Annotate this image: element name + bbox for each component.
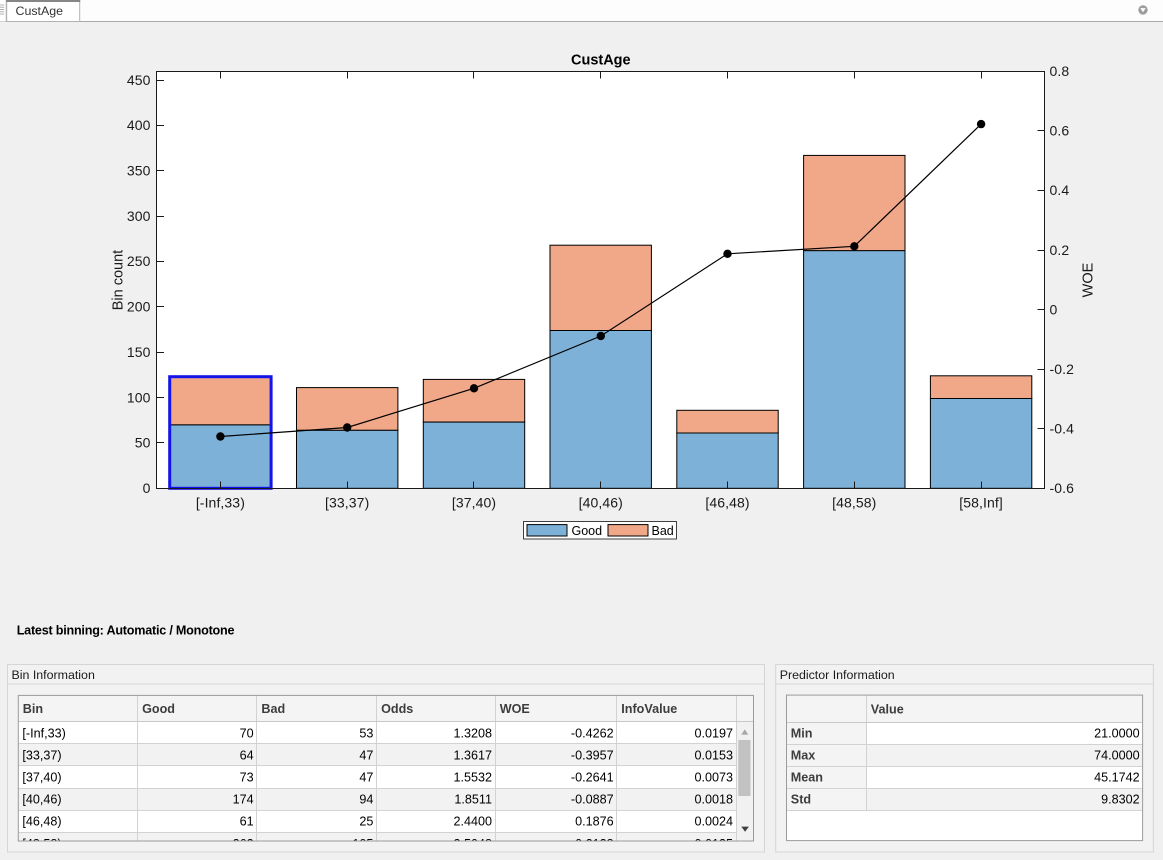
svg-text:[58,Inf]: [58,Inf]	[959, 495, 1003, 511]
svg-text:CustAge: CustAge	[16, 4, 64, 18]
svg-text:0.0135: 0.0135	[694, 837, 733, 851]
svg-text:70: 70	[240, 726, 254, 740]
svg-text:[46,48): [46,48)	[705, 495, 749, 511]
svg-text:[-Inf,33): [-Inf,33)	[22, 726, 65, 740]
svg-text:-0.4: -0.4	[1050, 420, 1075, 436]
svg-text:Good: Good	[572, 524, 603, 538]
svg-text:WOE: WOE	[1080, 262, 1096, 297]
svg-text:100: 100	[127, 389, 151, 405]
svg-text:Mean: Mean	[791, 770, 823, 784]
svg-text:25: 25	[359, 815, 373, 829]
svg-text:0.2128: 0.2128	[575, 837, 614, 851]
svg-text:Bad: Bad	[261, 702, 285, 716]
svg-text:Good: Good	[142, 702, 175, 716]
svg-text:[48,58): [48,58)	[832, 495, 876, 511]
svg-text:94: 94	[359, 793, 373, 807]
svg-text:0.0073: 0.0073	[694, 771, 733, 785]
svg-text:Std: Std	[791, 792, 811, 806]
svg-text:45.1742: 45.1742	[1094, 770, 1140, 784]
svg-text:Value: Value	[871, 703, 904, 717]
svg-text:CustAge: CustAge	[571, 52, 631, 68]
svg-text:250: 250	[127, 253, 151, 269]
svg-text:0.4: 0.4	[1050, 182, 1070, 198]
svg-text:262: 262	[233, 837, 254, 851]
svg-text:9.8302: 9.8302	[1101, 792, 1140, 806]
svg-text:53: 53	[359, 726, 373, 740]
svg-text:47: 47	[359, 771, 373, 785]
svg-text:-0.3957: -0.3957	[571, 748, 614, 762]
svg-text:1.3617: 1.3617	[453, 748, 492, 762]
svg-text:-0.0887: -0.0887	[571, 793, 614, 807]
svg-text:-0.2: -0.2	[1050, 361, 1075, 377]
svg-text:Predictor Information: Predictor Information	[780, 668, 895, 682]
svg-text:174: 174	[233, 793, 254, 807]
svg-text:300: 300	[127, 208, 151, 224]
svg-text:0.0197: 0.0197	[694, 726, 733, 740]
svg-text:Bin: Bin	[23, 702, 43, 716]
svg-text:47: 47	[359, 748, 373, 762]
svg-text:Odds: Odds	[381, 702, 413, 716]
svg-text:0.0024: 0.0024	[694, 815, 733, 829]
svg-text:0.1876: 0.1876	[575, 815, 614, 829]
svg-text:200: 200	[127, 299, 151, 315]
svg-text:Bin count: Bin count	[110, 250, 126, 310]
svg-text:1.3208: 1.3208	[453, 726, 492, 740]
svg-text:150: 150	[127, 344, 151, 360]
svg-text:50: 50	[135, 435, 151, 451]
svg-text:64: 64	[240, 748, 254, 762]
svg-text:InfoValue: InfoValue	[621, 702, 677, 716]
svg-text:[37,40): [37,40)	[22, 771, 61, 785]
svg-text:WOE: WOE	[500, 702, 530, 716]
svg-text:Bad: Bad	[652, 524, 674, 538]
svg-text:1.5532: 1.5532	[453, 771, 492, 785]
svg-text:105: 105	[352, 837, 373, 851]
svg-text:-0.2641: -0.2641	[571, 771, 614, 785]
svg-text:1.8511: 1.8511	[454, 793, 492, 807]
svg-text:73: 73	[240, 771, 254, 785]
svg-text:0.2: 0.2	[1050, 242, 1070, 258]
svg-text:2.5048: 2.5048	[453, 837, 492, 851]
svg-text:0.6: 0.6	[1050, 123, 1070, 139]
svg-text:[33,37): [33,37)	[22, 748, 61, 762]
svg-text:-0.6: -0.6	[1050, 480, 1075, 496]
svg-text:21.0000: 21.0000	[1094, 726, 1140, 740]
svg-text:[-Inf,33): [-Inf,33)	[196, 495, 245, 511]
svg-text:[48,58): [48,58)	[22, 837, 61, 851]
svg-text:0: 0	[143, 480, 151, 496]
svg-text:400: 400	[127, 117, 151, 133]
svg-text:61: 61	[240, 815, 254, 829]
svg-text:0.0018: 0.0018	[694, 793, 733, 807]
svg-text:2.4400: 2.4400	[453, 815, 492, 829]
svg-text:[37,40): [37,40)	[452, 495, 496, 511]
svg-text:Latest binning: Automatic / Mo: Latest binning: Automatic / Monotone	[17, 623, 235, 637]
svg-text:Min: Min	[791, 726, 813, 740]
svg-text:0: 0	[1050, 301, 1058, 317]
svg-text:Max: Max	[791, 748, 816, 762]
svg-text:0.0153: 0.0153	[694, 748, 733, 762]
svg-text:350: 350	[127, 163, 151, 179]
svg-text:Bin Information: Bin Information	[12, 668, 95, 682]
svg-text:450: 450	[127, 72, 151, 88]
svg-text:[33,37): [33,37)	[325, 495, 369, 511]
svg-text:0.8: 0.8	[1050, 63, 1070, 79]
svg-text:74.0000: 74.0000	[1094, 748, 1140, 762]
svg-text:[40,46): [40,46)	[22, 793, 61, 807]
svg-text:[46,48): [46,48)	[22, 815, 61, 829]
svg-text:-0.4262: -0.4262	[571, 726, 614, 740]
svg-text:[40,46): [40,46)	[579, 495, 623, 511]
